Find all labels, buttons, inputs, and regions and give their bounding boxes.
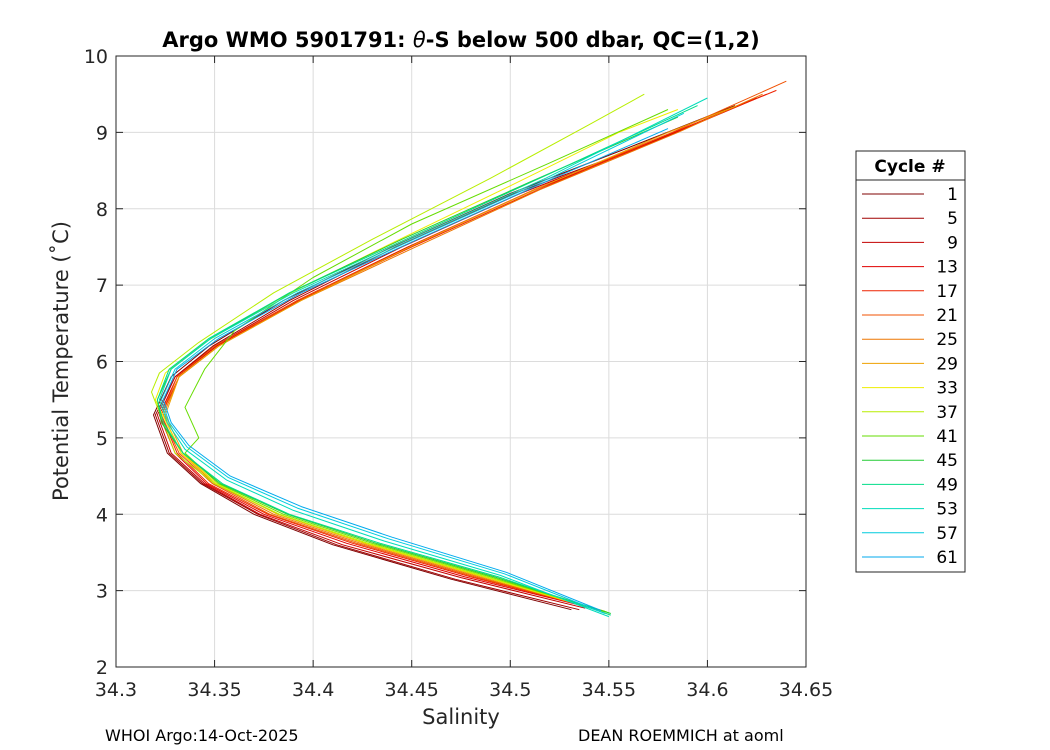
legend-entry-label: 29: [936, 354, 958, 374]
legend-entry-label: 37: [936, 403, 958, 423]
legend-entry-label: 21: [936, 306, 958, 326]
footer-left: WHOI Argo:14-Oct-2025: [105, 726, 299, 745]
legend-title: Cycle #: [874, 157, 945, 177]
x-tick-label: 34.35: [187, 679, 241, 701]
legend-entry-label: 5: [947, 209, 958, 229]
legend-entry-label: 57: [936, 524, 958, 544]
y-tick-label: 4: [96, 504, 108, 526]
legend-entry-label: 45: [936, 451, 958, 471]
y-tick-label: 2: [96, 657, 108, 679]
y-tick-label: 10: [84, 46, 108, 68]
legend-entry-label: 9: [947, 233, 958, 253]
y-tick-label: 3: [96, 581, 108, 603]
legend-entry-label: 17: [936, 282, 958, 302]
series-line-cycle-1: [153, 105, 736, 611]
x-tick-label: 34.5: [489, 679, 531, 701]
series-line-cycle-57: [160, 112, 685, 614]
y-tick-label: 8: [96, 199, 108, 221]
axis-ticks: 34.3 34.35 34.4 34.45 34.5 34.55 34.6 34.65 2 3 4 5…: [84, 46, 833, 701]
chart-title-prefix: Argo WMO 5901791:: [162, 28, 413, 52]
legend-entry-label: 13: [936, 258, 958, 278]
x-tick-label: 34.3: [95, 679, 137, 701]
y-tick-label: 9: [96, 122, 108, 144]
legend-entry-label: 61: [936, 548, 958, 568]
legend: Cycle # 1 5 9 13 17 21 25 29 33 37 41 45 49 53 57 61: [855, 150, 966, 573]
y-tick-label: 7: [96, 275, 108, 297]
chart-title: Argo WMO 5901791: θ-S below 500 dbar, QC…: [162, 28, 759, 52]
legend-entry-label: 1: [947, 185, 958, 205]
legend-entry-label: 53: [936, 500, 958, 520]
series-line-cycle-45: [156, 116, 679, 614]
series-line-cycle-17: [160, 89, 777, 609]
x-tick-label: 34.45: [385, 679, 439, 701]
legend-entry-label: 33: [936, 379, 958, 399]
series-line-cycle-37: [151, 93, 645, 613]
series-line-cycle-25: [162, 93, 763, 611]
series-line-cycle-29: [164, 105, 738, 612]
x-axis-label: Salinity: [422, 705, 500, 729]
series-line-cycle-61: [162, 128, 669, 611]
footer-right: DEAN ROEMMICH at aoml: [578, 726, 784, 745]
y-tick-label: 6: [96, 352, 108, 374]
x-tick-label: 34.4: [292, 679, 334, 701]
series-line-cycle-53: [158, 97, 708, 618]
legend-entries: 1 5 9 13 17 21 25 29 33 37 41 45 49 53 57 61: [862, 185, 958, 568]
chart-title-suffix: -S below 500 dbar, QC=(1,2): [426, 28, 760, 52]
legend-entry-label: 49: [936, 475, 958, 495]
x-tick-label: 34.6: [686, 679, 728, 701]
series-line-cycle-49: [156, 105, 698, 616]
x-tick-label: 34.55: [582, 679, 636, 701]
y-axis-label: Potential Temperature (˚C): [49, 221, 73, 501]
legend-entry-label: 25: [936, 330, 958, 350]
series-layer: [151, 80, 787, 618]
chart-title-theta: θ: [413, 28, 426, 52]
x-tick-label: 34.65: [779, 679, 833, 701]
legend-box: [855, 150, 966, 573]
y-tick-label: 5: [96, 428, 108, 450]
legend-entry-label: 41: [936, 427, 958, 447]
series-line-cycle-41: [184, 109, 669, 614]
